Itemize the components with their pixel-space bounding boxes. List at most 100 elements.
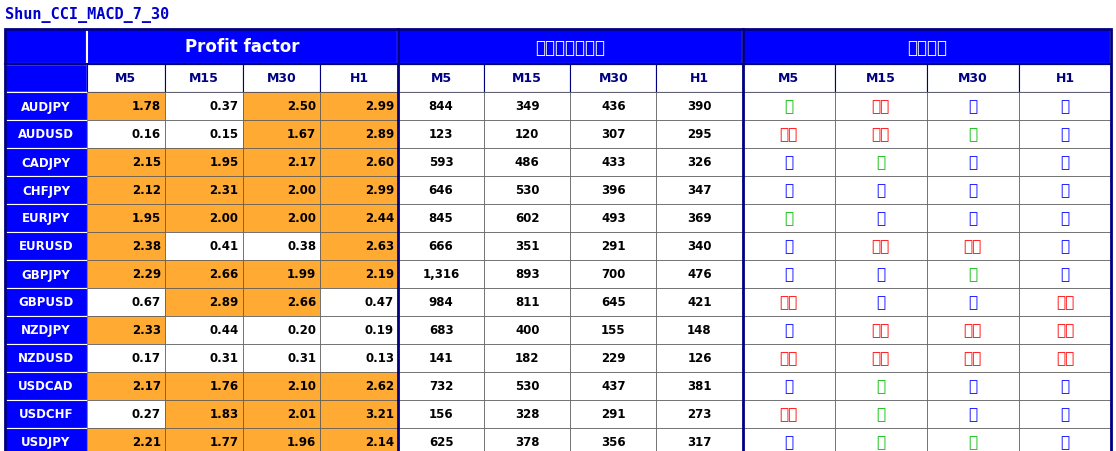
Text: M5: M5 <box>431 72 452 85</box>
Text: 不可: 不可 <box>779 127 798 142</box>
Text: NZDJPY: NZDJPY <box>21 324 70 337</box>
Text: 530: 530 <box>514 380 539 393</box>
Bar <box>570 288 656 316</box>
Bar <box>398 30 742 65</box>
Bar <box>1019 121 1112 149</box>
Bar <box>165 260 242 288</box>
Text: 優: 優 <box>1060 379 1069 394</box>
Text: 優: 優 <box>969 99 978 114</box>
Text: 3.21: 3.21 <box>365 408 394 421</box>
Bar <box>742 205 835 232</box>
Bar <box>1019 400 1112 428</box>
Bar <box>398 149 484 177</box>
Bar <box>398 344 484 372</box>
Text: 優: 優 <box>1060 211 1069 226</box>
Text: 381: 381 <box>687 380 712 393</box>
Bar <box>926 205 1019 232</box>
Text: 273: 273 <box>687 408 712 421</box>
Bar <box>742 428 835 451</box>
Text: 0.41: 0.41 <box>210 240 239 253</box>
Text: 155: 155 <box>602 324 626 337</box>
Text: 1.67: 1.67 <box>287 128 316 141</box>
Text: 2.10: 2.10 <box>287 380 316 393</box>
Text: 2.17: 2.17 <box>132 380 161 393</box>
Text: 666: 666 <box>429 240 453 253</box>
Text: 優: 優 <box>969 295 978 310</box>
Text: 1,316: 1,316 <box>423 268 460 281</box>
Text: 645: 645 <box>602 296 626 309</box>
Bar <box>320 232 398 260</box>
Text: 優: 優 <box>1060 155 1069 170</box>
Text: M5: M5 <box>778 72 799 85</box>
Bar <box>398 65 484 93</box>
Text: 良: 良 <box>876 434 885 450</box>
Bar <box>570 428 656 451</box>
Text: 不可: 不可 <box>964 239 982 254</box>
Bar <box>484 65 570 93</box>
Bar <box>742 344 835 372</box>
Bar <box>398 372 484 400</box>
Text: 優: 優 <box>785 323 793 338</box>
Bar <box>4 177 87 205</box>
Text: 1.78: 1.78 <box>132 100 161 113</box>
Text: M15: M15 <box>866 72 896 85</box>
Text: 優: 優 <box>785 183 793 198</box>
Bar <box>4 149 87 177</box>
Text: 優: 優 <box>876 183 885 198</box>
Bar <box>165 288 242 316</box>
Text: 2.19: 2.19 <box>365 268 394 281</box>
Text: M30: M30 <box>598 72 628 85</box>
Text: 良: 良 <box>876 379 885 394</box>
Bar <box>242 260 320 288</box>
Text: 295: 295 <box>687 128 712 141</box>
Bar <box>165 316 242 344</box>
Text: 優: 優 <box>969 379 978 394</box>
Text: 優: 優 <box>1060 267 1069 282</box>
Bar <box>570 177 656 205</box>
Bar <box>242 232 320 260</box>
Bar <box>242 149 320 177</box>
Text: Profit factor: Profit factor <box>185 38 300 56</box>
Bar <box>742 316 835 344</box>
Text: 356: 356 <box>602 436 626 448</box>
Bar <box>926 232 1019 260</box>
Bar <box>1019 205 1112 232</box>
Bar <box>926 372 1019 400</box>
Bar <box>742 400 835 428</box>
Bar <box>242 428 320 451</box>
Bar <box>398 316 484 344</box>
Text: 1.83: 1.83 <box>210 408 239 421</box>
Bar <box>656 428 742 451</box>
Bar <box>742 149 835 177</box>
Text: お勧め度: お勧め度 <box>907 38 946 56</box>
Text: 0.15: 0.15 <box>210 128 239 141</box>
Bar <box>165 400 242 428</box>
Bar <box>742 65 835 93</box>
Text: 優: 優 <box>1060 239 1069 254</box>
Bar <box>165 93 242 121</box>
Text: 893: 893 <box>514 268 539 281</box>
Bar <box>242 372 320 400</box>
Bar <box>165 372 242 400</box>
Bar <box>570 344 656 372</box>
Bar <box>835 260 926 288</box>
Text: 148: 148 <box>687 324 712 337</box>
Text: 優: 優 <box>1060 99 1069 114</box>
Text: 229: 229 <box>602 352 626 365</box>
Bar <box>165 65 242 93</box>
Bar <box>484 149 570 177</box>
Text: 不可: 不可 <box>1056 295 1074 310</box>
Text: 530: 530 <box>514 184 539 197</box>
Text: 400: 400 <box>514 324 539 337</box>
Bar <box>4 121 87 149</box>
Bar <box>926 428 1019 451</box>
Text: 2.99: 2.99 <box>365 100 394 113</box>
Bar <box>242 205 320 232</box>
Bar <box>320 149 398 177</box>
Bar <box>742 121 835 149</box>
Text: USDCHF: USDCHF <box>19 408 74 421</box>
Bar <box>835 428 926 451</box>
Bar <box>926 288 1019 316</box>
Bar <box>1019 260 1112 288</box>
Bar <box>484 428 570 451</box>
